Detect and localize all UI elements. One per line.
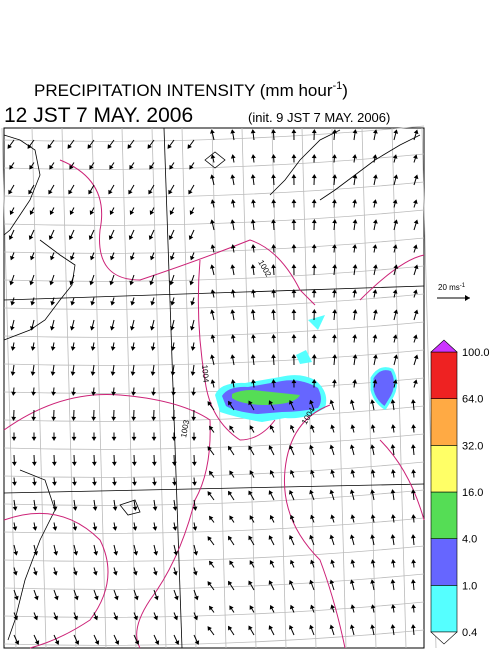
title-sup: -1 [332,80,342,92]
colorbar-bin [431,399,457,446]
colorbar-label: 100.0 [462,347,490,359]
wind-scale-text: 20 ms [438,283,460,292]
contour-label: 1004 [200,364,211,383]
colorbar-label: 16.0 [462,487,483,499]
colorbar-label: 1.0 [462,580,477,592]
colorbar-label: 0.4 [462,627,477,639]
colorbar-label: 32.0 [462,440,483,452]
title-end: ) [342,81,348,100]
colorbar-bin [431,352,457,399]
wind-scale: 20 ms-1 [437,283,470,301]
colorbar-bin [431,492,457,539]
wind-scale-label: 20 ms-1 [438,283,466,292]
title: PRECIPITATION INTENSITY (mm hour-1) [34,80,348,100]
colorbar-label: 4.0 [462,534,477,546]
colorbar-label: 64.0 [462,394,483,406]
colorbar-bin [431,539,457,586]
colorbar-under [431,632,457,644]
title-main: PRECIPITATION INTENSITY (mm hour [34,81,333,100]
valid-time: 12 JST 7 MAY. 2006 [4,104,193,127]
colorbar-over [431,340,457,352]
colorbar: 0.4 1.0 4.0 16.0 32.0 64.0 100.0 [431,340,490,644]
wind-scale-head [465,295,470,301]
colorbar-bin [431,585,457,632]
map: 1002 1004 1003 1004 [2,126,436,648]
wind-scale-sup: -1 [460,283,466,289]
init-time: (init. 9 JST 7 MAY. 2006) [248,110,390,125]
colorbar-bin [431,445,457,492]
